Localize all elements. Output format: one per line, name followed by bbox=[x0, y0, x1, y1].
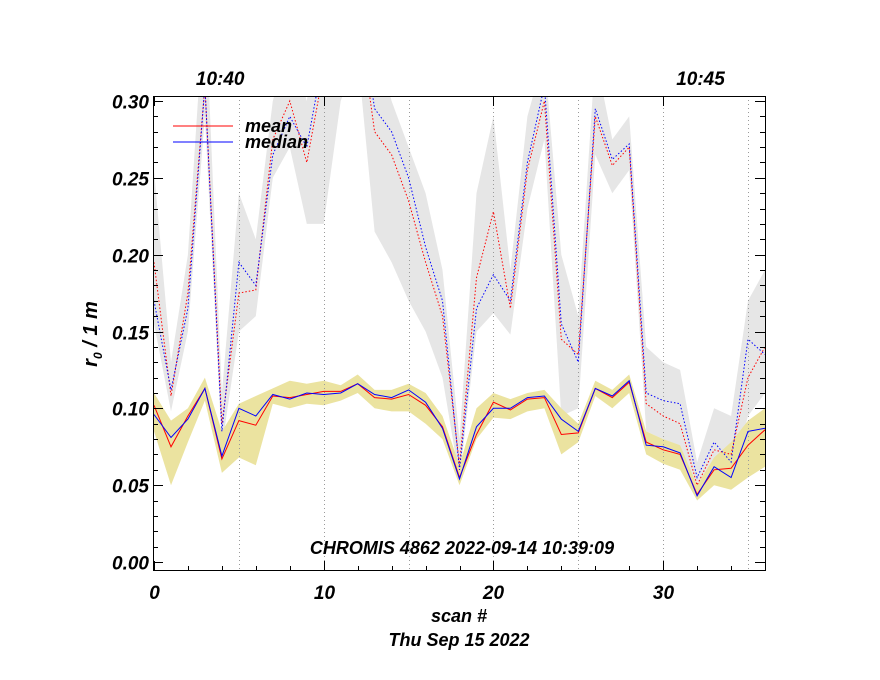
y-tick-label: 0.05 bbox=[112, 477, 149, 498]
x-tick-label: 10 bbox=[314, 583, 336, 604]
series-median-dotted bbox=[153, 96, 765, 480]
plot-frame bbox=[153, 96, 766, 571]
x-tick-label: 0 bbox=[149, 583, 160, 604]
band-yellow bbox=[154, 374, 765, 501]
chart-title: CHROMIS 4862 2022-09-14 10:39:09 bbox=[310, 538, 614, 558]
y-tick-label: 0.15 bbox=[112, 324, 149, 345]
time-label: 10:45 bbox=[676, 69, 725, 90]
x-tick-label: 30 bbox=[653, 583, 675, 604]
y-tick-label: 0.20 bbox=[112, 247, 149, 268]
time-label: 10:40 bbox=[196, 69, 245, 90]
legend-mean-label: mean bbox=[245, 116, 292, 136]
date-label: Thu Sep 15 2022 bbox=[388, 630, 529, 650]
y-tick-label: 0.25 bbox=[112, 170, 149, 191]
y-tick-label: 0.00 bbox=[112, 554, 149, 575]
y-tick-label: 0.30 bbox=[112, 93, 149, 114]
series-median bbox=[153, 379, 765, 498]
band-gray bbox=[154, 96, 765, 493]
x-tick-label: 20 bbox=[482, 583, 505, 604]
legend-median-label: median bbox=[245, 132, 308, 152]
y-tick-label: 0.10 bbox=[112, 400, 149, 421]
series-mean-dotted bbox=[153, 96, 765, 487]
y-axis-label: r0 / 1 m bbox=[80, 301, 105, 367]
x-axis-label: scan # bbox=[431, 606, 487, 626]
legend: mean median bbox=[173, 116, 308, 152]
